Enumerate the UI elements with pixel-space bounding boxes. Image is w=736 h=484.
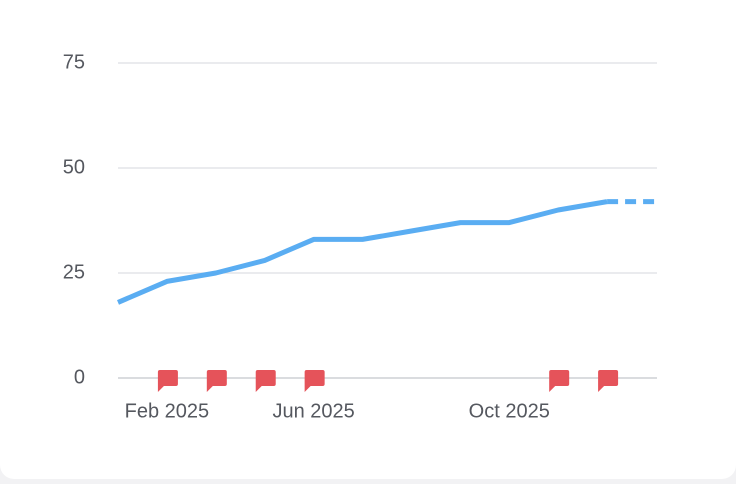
flag-marker [598, 370, 619, 392]
line [117, 199, 608, 305]
flag-marker [157, 370, 178, 392]
x-tick-label: Oct 2025 [469, 400, 550, 422]
flag-marker [549, 370, 570, 392]
flag-marker [206, 370, 227, 392]
y-tick-label: 0 [74, 366, 85, 388]
flag-marker [255, 370, 276, 392]
y-tick-label: 50 [63, 156, 85, 178]
x-tick-label: Jun 2025 [272, 400, 354, 422]
y-tick-label: 25 [63, 261, 85, 283]
y-tick-label: 75 [63, 51, 85, 73]
x-tick-label: Feb 2025 [125, 400, 210, 422]
flag-marker [304, 370, 325, 392]
